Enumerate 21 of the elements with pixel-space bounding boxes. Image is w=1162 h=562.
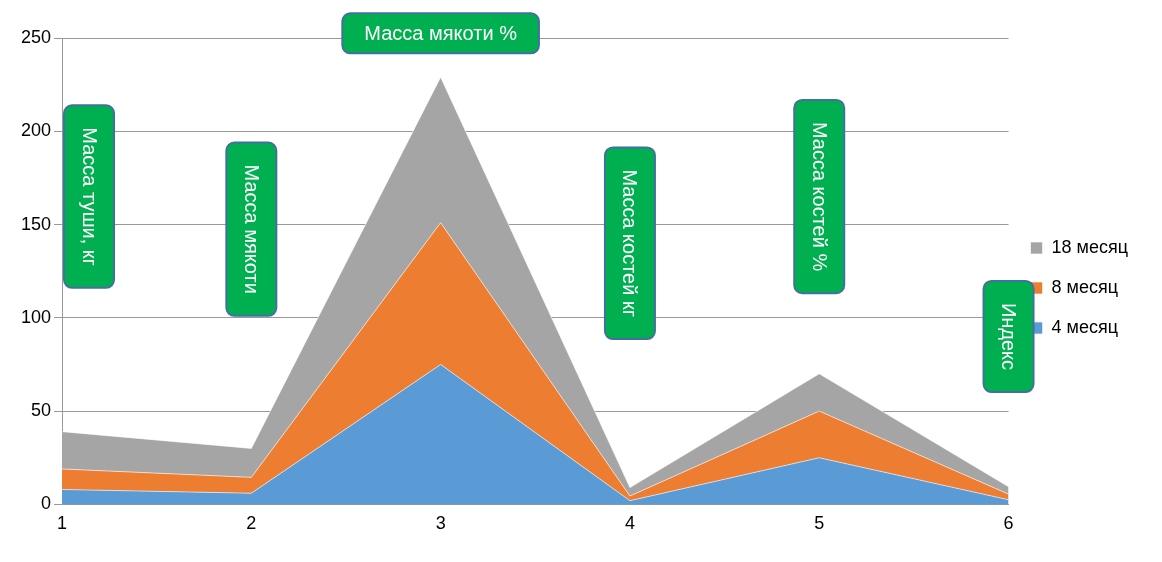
annotation: Масса мякоти % [364, 21, 518, 44]
y-tick-label: 250 [20, 26, 52, 47]
y-tick-label: 50 [31, 400, 52, 421]
x-tick-label: 2 [246, 513, 257, 534]
annotation: Масса костей % [808, 121, 831, 272]
x-tick-label: 1 [57, 513, 68, 534]
y-tick-label: 150 [20, 213, 52, 234]
annotation: Индекс [998, 302, 1021, 371]
y-tick-label: 200 [20, 120, 52, 141]
legend-label: 4 месяц [1051, 316, 1118, 337]
annotation: Масса мякоти [240, 164, 263, 294]
y-tick-label: 0 [41, 493, 52, 514]
legend-label: 18 месяц [1051, 236, 1128, 257]
x-tick-label: 6 [1003, 513, 1014, 534]
x-tick-label: 3 [435, 513, 446, 534]
annotation: Масса костей кг [619, 169, 642, 318]
x-tick-label: 4 [624, 513, 635, 534]
x-tick-label: 5 [814, 513, 825, 534]
y-tick-label: 100 [20, 306, 52, 327]
legend-label: 8 месяц [1051, 276, 1118, 297]
annotation: Масса туши, кг [78, 127, 101, 266]
